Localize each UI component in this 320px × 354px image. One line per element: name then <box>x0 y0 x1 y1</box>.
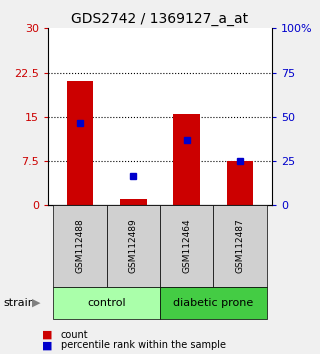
Text: count: count <box>61 330 88 339</box>
Bar <box>173 114 200 205</box>
Text: percentile rank within the sample: percentile rank within the sample <box>61 340 226 350</box>
Text: diabetic prone: diabetic prone <box>173 298 253 308</box>
Text: ■: ■ <box>42 330 52 339</box>
Text: GSM112489: GSM112489 <box>129 219 138 273</box>
Text: ■: ■ <box>42 340 52 350</box>
Text: ▶: ▶ <box>32 298 41 308</box>
Text: GSM112464: GSM112464 <box>182 219 191 273</box>
Bar <box>67 81 93 205</box>
Text: GSM112487: GSM112487 <box>236 219 244 273</box>
Bar <box>227 161 253 205</box>
Text: GSM112488: GSM112488 <box>76 219 84 273</box>
Bar <box>120 199 147 205</box>
Title: GDS2742 / 1369127_a_at: GDS2742 / 1369127_a_at <box>71 12 249 26</box>
Text: control: control <box>87 298 126 308</box>
Text: strain: strain <box>3 298 35 308</box>
